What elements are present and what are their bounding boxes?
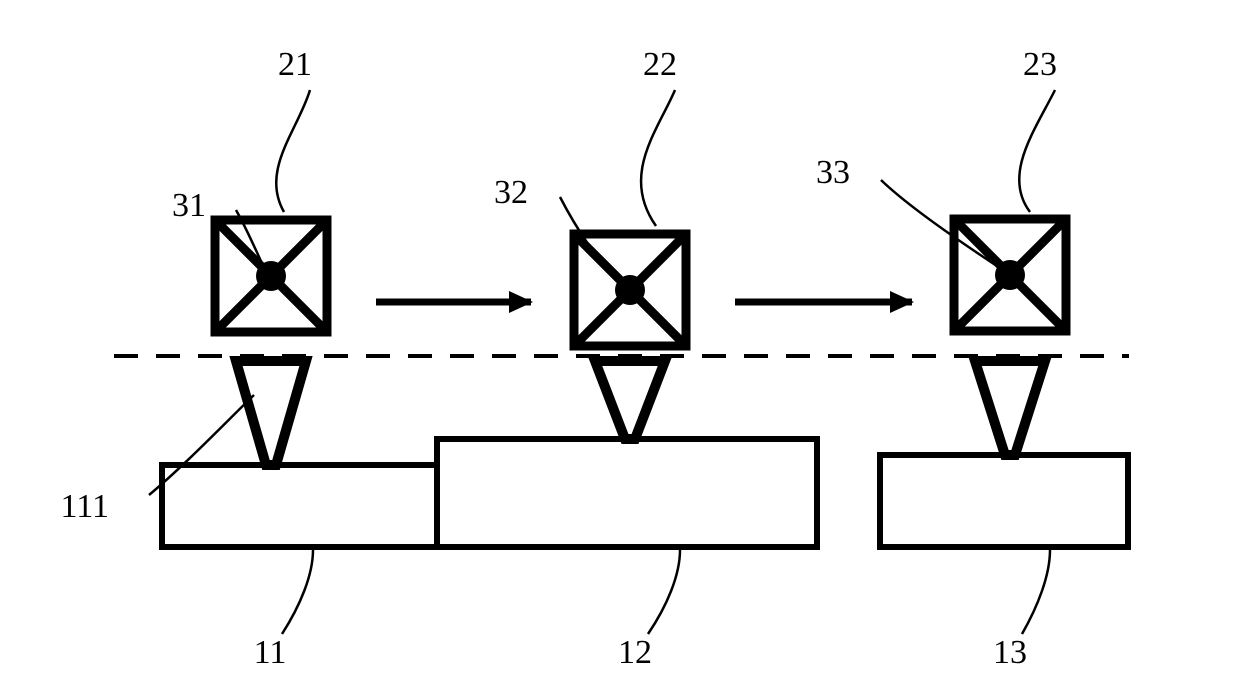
box-21 [215, 220, 327, 332]
label-dot-32: 32 [494, 174, 528, 211]
center-dot-32 [615, 275, 645, 305]
label-box-23: 23 [1023, 46, 1057, 83]
label-base-11: 11 [254, 634, 287, 671]
leader-base-13 [1022, 550, 1050, 634]
arrow-1 [376, 291, 533, 313]
leader-box-21 [276, 90, 310, 212]
base-block-11 [162, 465, 437, 547]
leader-box-22 [641, 90, 675, 226]
label-dot-33: 33 [816, 154, 850, 191]
label-base-13: 13 [993, 634, 1027, 671]
box-22 [574, 234, 686, 346]
label-box-22: 22 [643, 46, 677, 83]
center-dot-31 [256, 261, 286, 291]
triangular-post [595, 361, 665, 439]
label-box-21: 21 [278, 46, 312, 83]
base-block-13 [880, 455, 1128, 547]
box-23 [954, 219, 1066, 331]
label-dot-31: 31 [172, 187, 206, 224]
leader-base-12 [648, 550, 680, 634]
arrow-2 [735, 291, 914, 313]
leader-base-11 [282, 550, 313, 634]
leader-box-23 [1019, 90, 1055, 212]
center-dot-33 [995, 260, 1025, 290]
base-block-12 [437, 439, 817, 547]
triangular-post [236, 361, 306, 465]
label-extra-111: 111 [61, 488, 109, 525]
triangular-post [975, 361, 1045, 455]
label-base-12: 12 [618, 634, 652, 671]
